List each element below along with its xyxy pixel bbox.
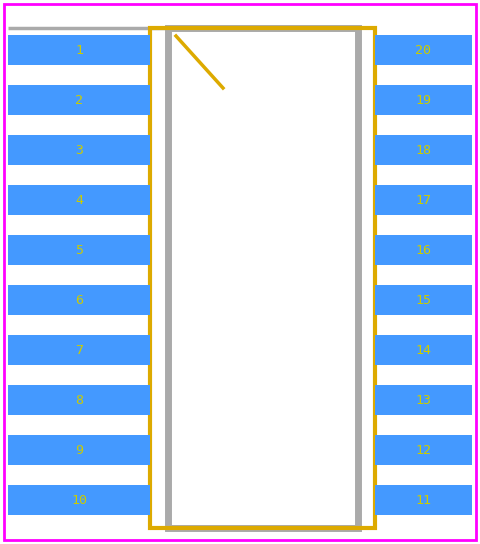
Text: 20: 20	[416, 44, 432, 57]
Bar	[375, 285, 472, 315]
Bar	[8, 135, 150, 165]
Bar	[8, 435, 150, 465]
Bar	[8, 235, 150, 265]
Bar	[8, 335, 150, 365]
Text: 8: 8	[75, 393, 83, 406]
Text: 4: 4	[75, 194, 83, 207]
Bar	[8, 85, 150, 115]
Bar	[8, 285, 150, 315]
Text: 1: 1	[75, 44, 83, 57]
Text: 16: 16	[416, 244, 432, 257]
Text: 17: 17	[416, 194, 432, 207]
Bar	[8, 35, 150, 65]
Text: 6: 6	[75, 294, 83, 306]
Text: 3: 3	[75, 144, 83, 157]
Text: 5: 5	[75, 244, 83, 257]
Bar	[375, 35, 472, 65]
Bar	[375, 235, 472, 265]
Bar	[8, 485, 150, 515]
Bar	[375, 185, 472, 215]
Text: 10: 10	[71, 493, 87, 506]
Bar	[375, 385, 472, 415]
Text: 2: 2	[75, 94, 83, 107]
Bar	[375, 135, 472, 165]
Bar	[375, 435, 472, 465]
Text: 13: 13	[416, 393, 432, 406]
Text: 12: 12	[416, 443, 432, 456]
Bar	[8, 385, 150, 415]
Text: 19: 19	[416, 94, 432, 107]
Text: 11: 11	[416, 493, 432, 506]
Bar	[375, 85, 472, 115]
Text: 15: 15	[416, 294, 432, 306]
Text: 7: 7	[75, 343, 83, 356]
Bar	[375, 335, 472, 365]
Text: 14: 14	[416, 343, 432, 356]
Bar	[150, 28, 375, 528]
Bar	[168, 28, 358, 528]
Text: 18: 18	[416, 144, 432, 157]
Text: 9: 9	[75, 443, 83, 456]
Bar	[375, 485, 472, 515]
Bar	[8, 185, 150, 215]
